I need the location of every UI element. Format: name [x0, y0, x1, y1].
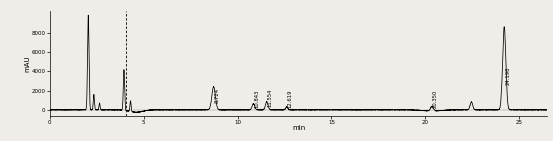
X-axis label: min: min	[292, 125, 305, 131]
Text: 20.350: 20.350	[433, 90, 438, 108]
Text: 10.843: 10.843	[254, 90, 259, 108]
Text: 12.619: 12.619	[288, 89, 293, 108]
Text: 8.724: 8.724	[215, 88, 220, 103]
Text: 24.198: 24.198	[505, 66, 510, 85]
Text: 11.554: 11.554	[268, 89, 273, 107]
Y-axis label: mAU: mAU	[24, 55, 30, 72]
